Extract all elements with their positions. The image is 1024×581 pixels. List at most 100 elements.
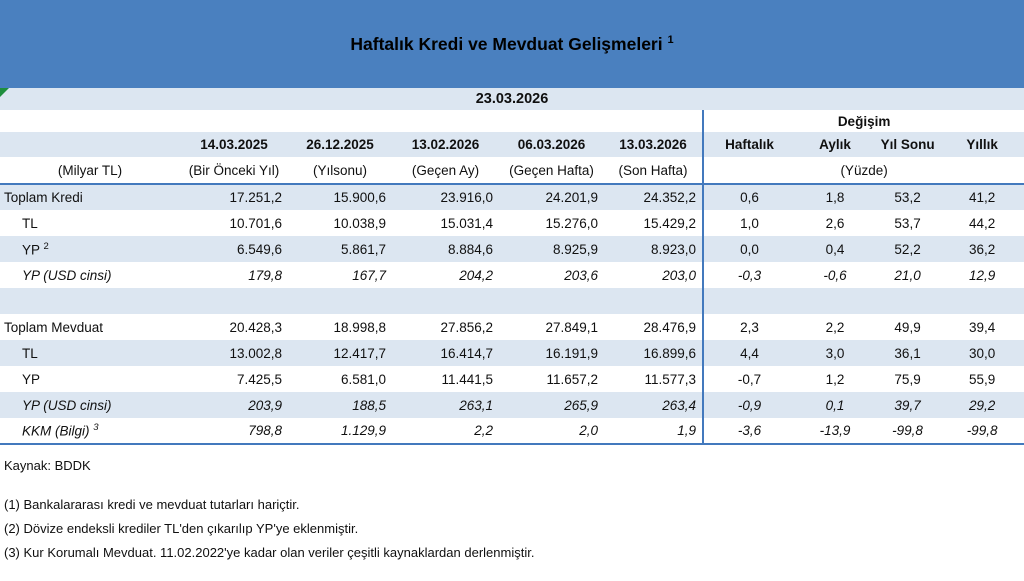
value-cell: 11.577,3 bbox=[644, 371, 697, 387]
column-header-date: 13.02.2026 bbox=[411, 137, 480, 152]
change-cell: 0,4 bbox=[825, 241, 845, 257]
change-cell: 39,4 bbox=[968, 319, 996, 335]
row-label: YP 2 bbox=[22, 240, 49, 258]
change-cell: -3,6 bbox=[702, 418, 796, 445]
value-cell: 27.849,1 bbox=[545, 319, 598, 335]
value-cell: 12.417,7 bbox=[333, 345, 386, 361]
change-cell: 52,2 bbox=[894, 241, 921, 257]
column-header-date: 26.12.2025 bbox=[306, 137, 374, 152]
footnote-ref: 3 bbox=[93, 422, 99, 434]
column-header-annual: Yıllık bbox=[966, 137, 998, 152]
table-row-toplam-kredi: Toplam Kredi 17.251,2 15.900,6 23.916,0 … bbox=[0, 184, 1024, 210]
column-caption: (Geçen Ay) bbox=[392, 157, 499, 185]
change-cell: -0,7 bbox=[702, 366, 796, 392]
column-header-weekly: Haftalık bbox=[702, 132, 796, 157]
spacer-cell bbox=[0, 110, 703, 132]
value-cell: 203,6 bbox=[564, 267, 598, 283]
change-cell: 3,0 bbox=[825, 345, 845, 361]
cell-flag-icon bbox=[0, 88, 9, 97]
change-cell: 39,7 bbox=[894, 397, 921, 413]
table-row-mevduat-tl: TL 13.002,8 12.417,7 16.414,7 16.191,9 1… bbox=[0, 340, 1024, 366]
change-cell: 0,1 bbox=[825, 397, 845, 413]
change-cell: -0,9 bbox=[702, 392, 796, 418]
change-cell: 2,2 bbox=[825, 319, 845, 335]
value-cell: 5.861,7 bbox=[340, 241, 386, 257]
change-cell: -0,6 bbox=[823, 267, 847, 283]
change-cell: 0,6 bbox=[702, 184, 796, 210]
value-cell: 8.923,0 bbox=[651, 241, 697, 257]
change-cell: 1,8 bbox=[825, 190, 845, 205]
row-label: KKM (Bilgi) 3 bbox=[0, 418, 180, 445]
footer-notes: Kaynak: BDDK (1) Bankalararası kredi ve … bbox=[0, 445, 1024, 560]
change-cell: 41,2 bbox=[968, 190, 996, 205]
value-cell: 16.899,6 bbox=[643, 345, 697, 361]
value-cell: 20.428,3 bbox=[229, 319, 282, 335]
value-cell: 8.925,9 bbox=[552, 241, 598, 257]
value-cell: 11.441,5 bbox=[441, 371, 493, 387]
change-cell: 53,7 bbox=[894, 215, 921, 231]
column-header-ytd: Yıl Sonu bbox=[880, 137, 935, 152]
column-caption: (Geçen Hafta) bbox=[499, 157, 604, 185]
column-header-date: 13.03.2026 bbox=[619, 137, 687, 152]
row-label: TL bbox=[22, 215, 38, 231]
value-cell: 203,9 bbox=[248, 397, 282, 413]
value-cell: 8.884,6 bbox=[447, 241, 493, 257]
footnote-3: (3) Kur Korumalı Mevduat. 11.02.2022'ye … bbox=[4, 545, 535, 560]
change-cell: 2,3 bbox=[702, 314, 796, 340]
value-cell: 15.900,6 bbox=[333, 190, 386, 205]
change-group-header-row: Değişim bbox=[0, 110, 1024, 132]
table-row-toplam-mevduat: Toplam Mevduat 20.428,3 18.998,8 27.856,… bbox=[0, 314, 1024, 340]
row-label: YP bbox=[22, 371, 41, 387]
column-header-date: 14.03.2025 bbox=[200, 137, 268, 152]
value-cell: 24.352,2 bbox=[643, 190, 697, 205]
source-note: Kaynak: BDDK bbox=[4, 458, 91, 473]
footnote-2: (2) Dövize endeksli krediler TL'den çıka… bbox=[4, 521, 359, 536]
value-cell: 204,2 bbox=[459, 267, 493, 283]
value-cell: 1,9 bbox=[604, 418, 704, 445]
column-captions-row: (Milyar TL) (Bir Önceki Yıl) (Yılsonu) (… bbox=[0, 157, 1024, 185]
change-cell: 49,9 bbox=[894, 319, 921, 335]
change-cell: 29,2 bbox=[968, 397, 996, 413]
value-cell: 16.191,9 bbox=[545, 345, 598, 361]
report-date-band: 23.03.2026 bbox=[0, 88, 1024, 110]
column-caption: (Bir Önceki Yıl) bbox=[180, 157, 288, 185]
change-cell: 1,0 bbox=[702, 210, 796, 236]
footnote-ref: 2 bbox=[43, 240, 49, 252]
value-cell: 23.916,0 bbox=[440, 190, 493, 205]
column-header-monthly: Aylık bbox=[819, 137, 851, 152]
change-cell: 36,2 bbox=[968, 241, 996, 257]
change-cell: 30,0 bbox=[968, 345, 996, 361]
change-cell: 75,9 bbox=[894, 371, 921, 387]
row-label: YP (USD cinsi) bbox=[22, 397, 112, 413]
change-cell: 1,2 bbox=[825, 371, 845, 387]
value-cell: 11.657,2 bbox=[546, 371, 598, 387]
value-cell: 18.998,8 bbox=[333, 319, 386, 335]
change-cell: -99,8 bbox=[940, 418, 1024, 445]
value-cell: 15.429,2 bbox=[643, 215, 697, 231]
section-spacer-row bbox=[0, 288, 1024, 314]
table-row-mevduat-yp-usd: YP (USD cinsi) 203,9 188,5 263,1 265,9 2… bbox=[0, 392, 1024, 418]
credit-deposit-table: Değişim 14.03.2025 26.12.2025 13.02.2026… bbox=[0, 110, 1024, 445]
value-cell: 2,2 bbox=[392, 418, 499, 445]
value-cell: 798,8 bbox=[180, 418, 288, 445]
value-cell: 15.031,4 bbox=[440, 215, 493, 231]
change-cell: 12,9 bbox=[968, 267, 996, 283]
row-label: YP (USD cinsi) bbox=[22, 267, 112, 283]
value-cell: 28.476,9 bbox=[643, 319, 697, 335]
unit-label: (Milyar TL) bbox=[0, 157, 180, 185]
table-row-kredi-yp: YP 2 6.549,6 5.861,7 8.884,6 8.925,9 8.9… bbox=[0, 236, 1024, 262]
footnote-1: (1) Bankalararası kredi ve mevduat tutar… bbox=[4, 497, 300, 512]
value-cell: 6.581,0 bbox=[340, 371, 386, 387]
change-cell: 55,9 bbox=[968, 371, 996, 387]
page-title: Haftalık Kredi ve Mevduat Gelişmeleri 1 bbox=[350, 34, 673, 55]
page-title-text: Haftalık Kredi ve Mevduat Gelişmeleri bbox=[350, 33, 663, 54]
value-cell: 188,5 bbox=[352, 397, 386, 413]
column-caption: (Son Hafta) bbox=[604, 157, 704, 185]
change-cell: 4,4 bbox=[702, 340, 796, 366]
change-cell: 2,6 bbox=[825, 215, 845, 231]
value-cell: 2,0 bbox=[499, 418, 604, 445]
value-cell: 7.425,5 bbox=[236, 371, 282, 387]
change-group-header: Değişim bbox=[702, 110, 1024, 132]
value-cell: 10.038,9 bbox=[333, 215, 386, 231]
